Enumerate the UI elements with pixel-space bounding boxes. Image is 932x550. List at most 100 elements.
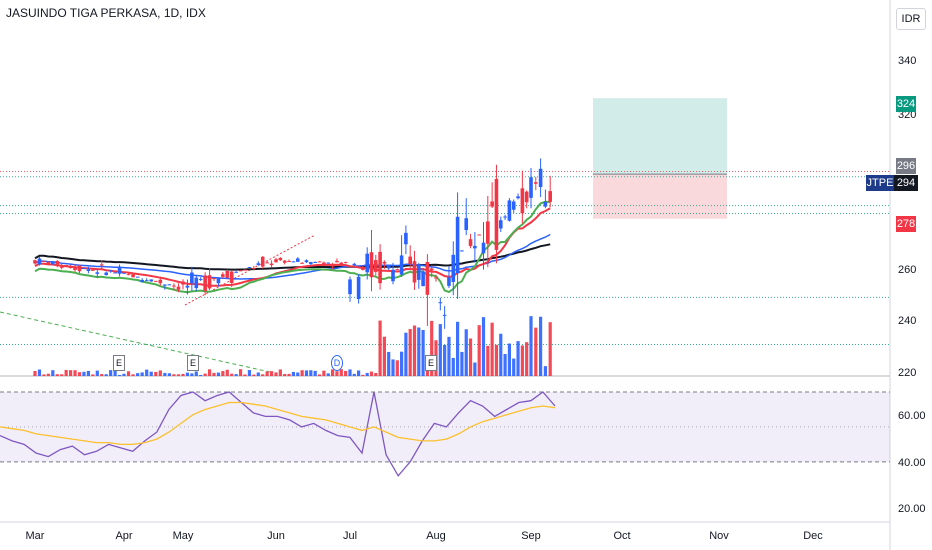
volume-bar [185,372,190,376]
currency-button[interactable]: IDR [896,8,926,30]
volume-bar [172,374,176,376]
candle-body [33,260,37,264]
candle-body [167,284,172,286]
candle-body [86,269,91,271]
candle-body [172,285,176,287]
volume-bar [477,325,481,376]
volume-bar [225,369,229,376]
volume-bar [335,371,339,376]
volume-bar [490,322,494,376]
volume-bar [468,338,473,376]
volume-bar [82,371,86,376]
candle-body [534,182,538,184]
ema-red-line [34,207,551,287]
candle-body [158,279,163,284]
volume-bar [207,369,212,376]
volume-bar [344,370,348,376]
candle-body [212,277,216,280]
rsi-ma-line [0,401,556,446]
candle-body [309,262,313,265]
candle-body [352,263,357,266]
volume-bar [387,351,391,376]
volume-bar [212,372,216,376]
volume-bar [499,333,503,376]
volume-bar [252,374,256,376]
candle-body [361,267,365,270]
candle-body [131,274,135,278]
candle-body [412,261,417,283]
volume-bar [520,345,524,376]
candle-body [64,265,68,267]
candle-body [99,264,104,266]
time-label: Sep [521,530,541,542]
candle-body [330,265,335,267]
volume-bar [243,374,247,376]
candle-body [225,270,230,278]
earnings-event-icon[interactable]: E [113,355,125,371]
candle-body [391,269,395,282]
price-tick: 260 [898,264,917,276]
volume-bar [451,357,455,376]
candle-body [203,275,207,292]
candle-body [524,191,529,203]
candle-body [543,201,548,207]
earnings-event-icon[interactable]: E [425,355,437,371]
volume-bar [238,369,243,376]
candle-body [234,271,238,273]
price-tick: 240 [898,315,917,327]
volume-bar [73,370,77,376]
volume-bar [247,370,252,376]
time-label: Apr [115,530,133,542]
candle-body [417,264,421,280]
price-tick: 320 [898,109,917,121]
earnings-event-icon[interactable]: E [187,355,199,371]
volume-bar [455,321,460,376]
volume-bar [140,372,144,376]
volume-bar [382,336,386,376]
time-label: Dec [803,530,823,542]
candle-body [221,274,225,277]
volume-bar [37,369,42,376]
volume-bar [443,344,447,376]
candle-body [335,260,339,263]
volume-bar [369,371,374,376]
candle-body [343,261,348,263]
candle-body [460,250,464,252]
volume-bar [117,374,122,376]
candle-body [282,260,287,263]
volume-bar [216,372,221,376]
time-label: Oct [613,530,631,542]
candle-body [149,279,154,282]
candle-body [339,262,344,265]
candle-body [243,269,247,271]
candle-body [295,258,300,262]
volume-bar [176,374,181,376]
volume-bar [265,371,269,376]
volume-bar [507,343,512,376]
candle-body [300,262,304,264]
volume-bar [86,370,90,376]
candle-body [382,261,387,264]
dividend-event-icon[interactable]: D [331,355,343,371]
volume-bar [304,370,309,376]
candle-body [429,268,434,271]
rsi-tick: 20.00 [898,503,926,515]
candle-body [95,272,100,274]
volume-bar [77,372,82,376]
volume-bar [486,345,490,376]
volume-bar [269,371,274,376]
candle-body [122,272,126,274]
candle-body [438,302,443,304]
volume-bar [167,373,171,376]
volume-bar [473,362,477,376]
candle-body [304,260,309,263]
candle-body [42,260,46,262]
volume-bar [256,372,260,376]
candle-body [278,257,283,261]
candle-body [104,272,108,276]
volume-bar [352,373,356,376]
candle-body [247,266,252,268]
candle-body [144,280,149,282]
candle-body [442,314,447,316]
